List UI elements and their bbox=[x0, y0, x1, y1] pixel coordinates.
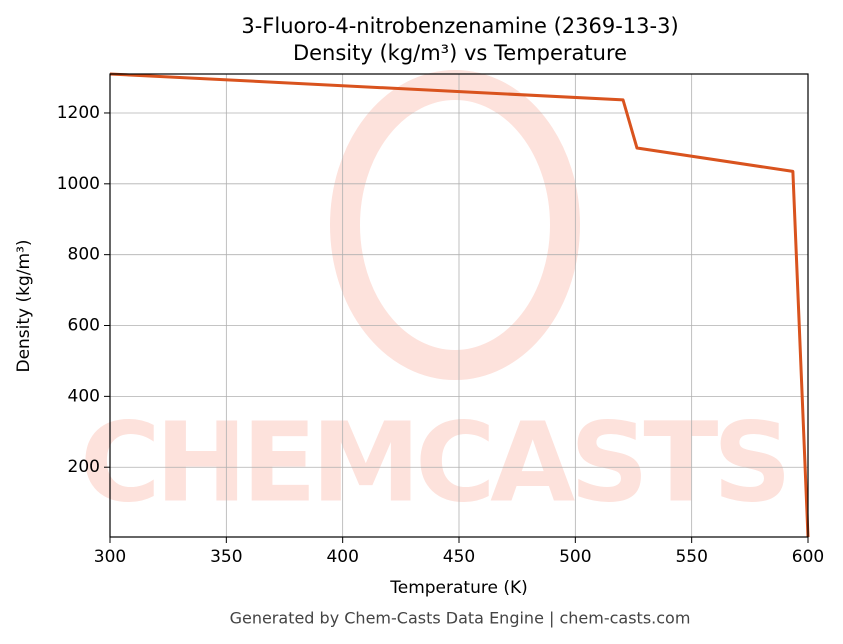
x-tick-label: 400 bbox=[326, 547, 358, 567]
watermark: CHEMCASTS bbox=[80, 398, 800, 526]
footer: Generated by Chem-Casts Data Engine | ch… bbox=[230, 609, 691, 628]
data-line bbox=[109, 72, 810, 538]
x-tick-label: 350 bbox=[210, 547, 242, 567]
y-tick-label: 600 bbox=[68, 316, 100, 336]
y-axis-label: Density (kg/m³) bbox=[14, 239, 34, 372]
x-axis-label: Temperature (K) bbox=[389, 578, 528, 598]
y-tick-label: 800 bbox=[68, 245, 100, 265]
x-tick-label: 500 bbox=[559, 547, 591, 567]
y-tick-label: 1200 bbox=[57, 103, 100, 123]
y-tick-label: 400 bbox=[68, 386, 100, 406]
chart-title: 3-Fluoro-4-nitrobenzenamine (2369-13-3) bbox=[241, 14, 678, 38]
y-tick-label: 200 bbox=[68, 457, 100, 477]
x-tick-label: 550 bbox=[675, 547, 707, 567]
plot-frame bbox=[109, 73, 809, 538]
chart-subtitle: Density (kg/m³) vs Temperature bbox=[293, 41, 627, 65]
y-tick-label: 1000 bbox=[57, 174, 100, 194]
x-tick-label: 600 bbox=[792, 547, 824, 567]
x-tick-label: 300 bbox=[94, 547, 126, 567]
watermark-logo bbox=[330, 70, 580, 380]
x-tick-label: 450 bbox=[443, 547, 475, 567]
